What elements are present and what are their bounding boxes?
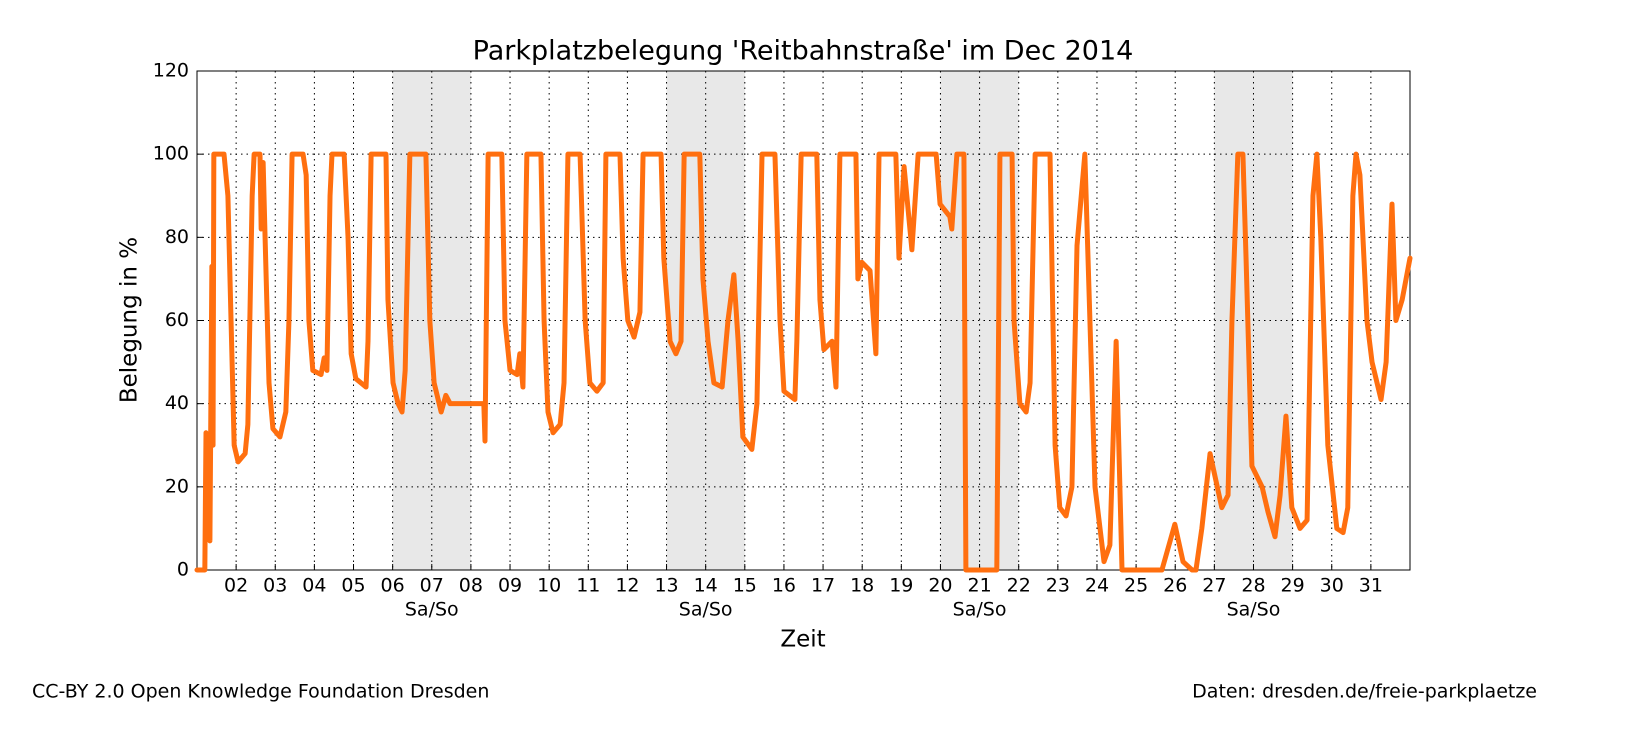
x-tick-label: 08 [459, 575, 483, 597]
x-tick-label: 07 [420, 575, 444, 597]
x-tick-label: 17 [811, 575, 835, 597]
weekend-label: Sa/So [1227, 599, 1281, 621]
x-tick-label: 12 [615, 575, 639, 597]
y-tick-label: 0 [177, 559, 189, 581]
y-tick-label: 120 [153, 60, 189, 82]
x-tick-label: 03 [263, 575, 287, 597]
x-tick-label: 22 [1007, 575, 1031, 597]
x-tick-label: 05 [341, 575, 365, 597]
x-tick-label: 06 [381, 575, 405, 597]
chart-title: Parkplatzbelegung 'Reitbahnstraße' im De… [473, 36, 1134, 67]
x-tick-label: 14 [694, 575, 718, 597]
y-tick-label: 20 [165, 475, 189, 497]
data-line [194, 151, 1413, 573]
x-tick-label: 21 [967, 575, 991, 597]
x-tick-label: 04 [302, 575, 326, 597]
y-tick-label: 80 [165, 226, 189, 248]
x-tick-label: 23 [1046, 575, 1070, 597]
x-tick-label: 10 [537, 575, 561, 597]
x-tick-label: 20 [928, 575, 952, 597]
x-tick-label: 11 [576, 575, 600, 597]
x-tick-label: 28 [1241, 575, 1265, 597]
x-tick-label: 30 [1320, 575, 1344, 597]
footer-right: Daten: dresden.de/freie-parkplaetze [1192, 681, 1537, 703]
x-axis-label: Zeit [780, 627, 825, 653]
x-tick-label: 27 [1202, 575, 1226, 597]
x-tick-label: 24 [1085, 575, 1109, 597]
x-tick-label: 19 [889, 575, 913, 597]
plot-frame [196, 70, 1411, 571]
x-tick-label: 16 [772, 575, 796, 597]
y-tick-label: 100 [153, 143, 189, 165]
weekend-label: Sa/So [679, 599, 733, 621]
x-tick-label: 15 [733, 575, 757, 597]
x-tick-label: 18 [850, 575, 874, 597]
x-tick-label: 31 [1359, 575, 1383, 597]
x-tick-label: 29 [1281, 575, 1305, 597]
x-tick-label: 26 [1163, 575, 1187, 597]
x-tick-label: 13 [654, 575, 678, 597]
y-tick-label: 60 [165, 309, 189, 331]
weekend-label: Sa/So [953, 599, 1007, 621]
weekend-label: Sa/So [405, 599, 459, 621]
footer-left: CC-BY 2.0 Open Knowledge Foundation Dres… [32, 681, 489, 703]
x-tick-label: 02 [224, 575, 248, 597]
y-tick-label: 40 [165, 392, 189, 414]
x-tick-label: 09 [498, 575, 522, 597]
y-axis-label: Belegung in % [117, 237, 143, 403]
x-tick-label: 25 [1124, 575, 1148, 597]
